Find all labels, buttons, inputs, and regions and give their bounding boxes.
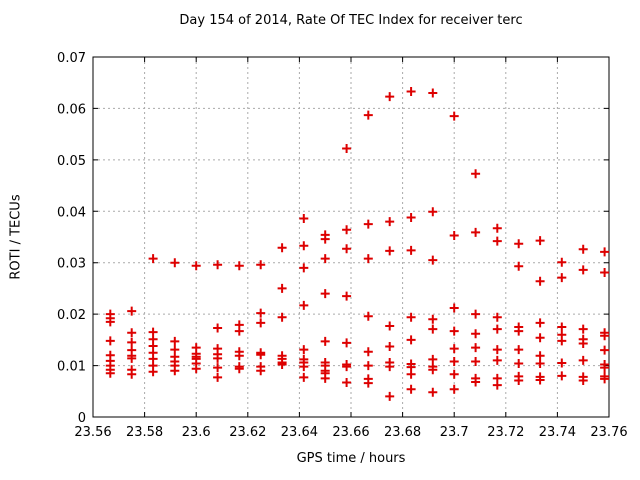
x-tick-label: 23.56: [74, 425, 111, 440]
plot-border: [92, 56, 610, 418]
gridlines: [93, 57, 609, 417]
x-tick-label: 23.7: [440, 425, 469, 440]
x-tick-label: 23.74: [539, 425, 576, 440]
x-tick-label: 23.72: [487, 425, 524, 440]
x-tick-label: 23.6: [182, 425, 211, 440]
y-tick-label: 0.05: [57, 154, 86, 169]
y-tick-label: 0.04: [57, 205, 86, 220]
x-axis-label: GPS time / hours: [296, 451, 406, 466]
y-tick-label: 0: [78, 411, 86, 426]
x-tick-label: 23.68: [384, 425, 421, 440]
data-point-markers: [105, 87, 610, 401]
y-tick-label: 0.07: [57, 51, 86, 66]
y-tick-label: 0.02: [57, 308, 86, 323]
y-tick-label: 0.03: [57, 257, 86, 272]
y-tick-label: 0.06: [57, 102, 86, 117]
x-tick-label: 23.64: [281, 425, 318, 440]
x-tick-label: 23.62: [229, 425, 266, 440]
y-tick-label: 0.01: [57, 360, 86, 375]
chart-title: Day 154 of 2014, Rate Of TEC Index for r…: [179, 13, 523, 28]
x-tick-label: 23.76: [590, 425, 627, 440]
x-tick-label: 23.58: [126, 425, 163, 440]
x-tick-label: 23.66: [332, 425, 369, 440]
